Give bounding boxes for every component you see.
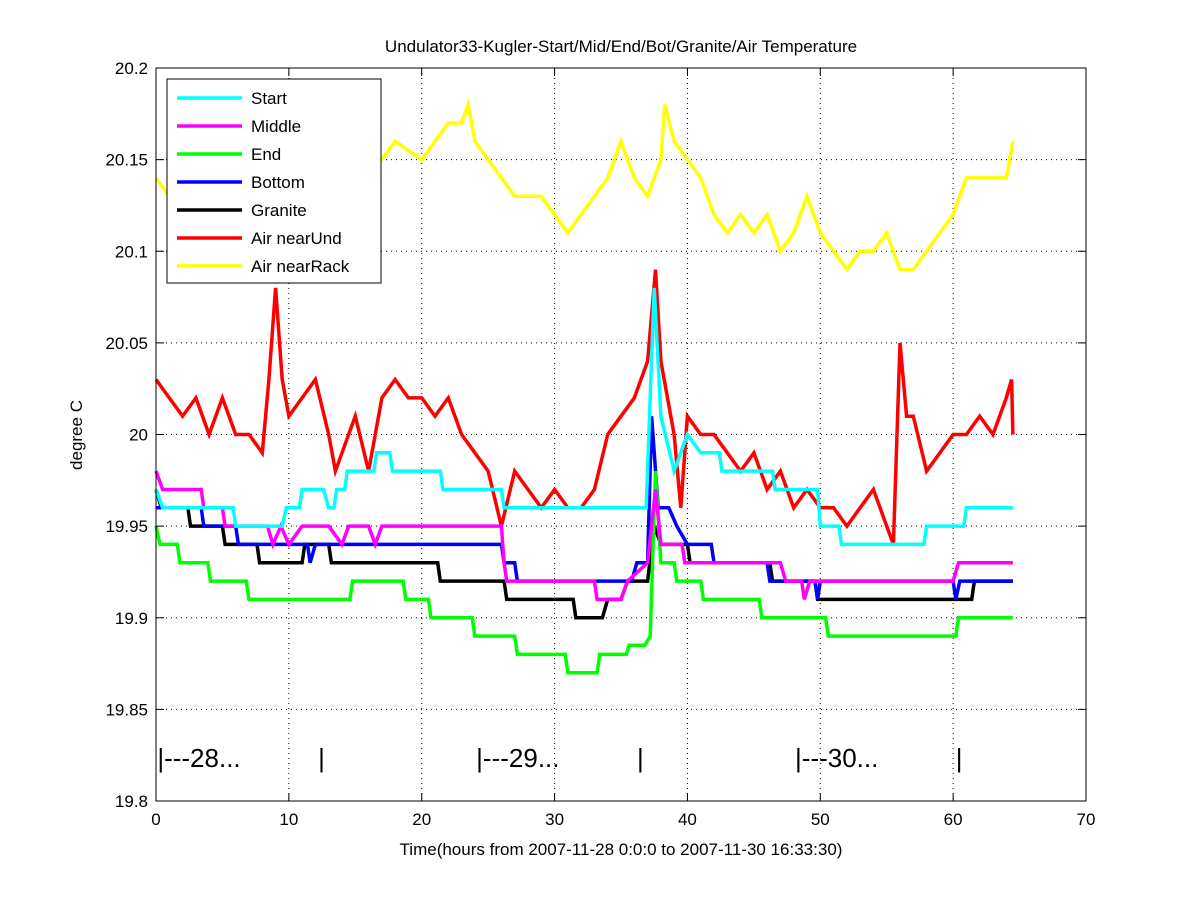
day-marker: |---30... [795, 743, 878, 773]
series-line-air-nearund [154, 269, 1015, 546]
x-tick-label: 20 [412, 810, 431, 829]
series-line-start [154, 287, 1013, 547]
y-tick-label: 19.8 [115, 792, 148, 811]
x-axis-label: Time(hours from 2007-11-28 0:0:0 to 2007… [400, 840, 843, 859]
x-tick-label: 50 [811, 810, 830, 829]
legend-label: Middle [251, 117, 301, 136]
y-tick-label: 20.15 [105, 151, 148, 170]
y-tick-label: 20 [129, 426, 148, 445]
day-marker: |---29... [476, 743, 559, 773]
y-tick-label: 19.85 [105, 700, 148, 719]
axis-ticks: 0 10 20 30 40 50 60 70 19.8 19.85 19.9 19.95 20 20.05… [105, 59, 1095, 829]
x-tick-label: 40 [678, 810, 697, 829]
x-tick-label: 70 [1077, 810, 1096, 829]
legend-label: Start [251, 89, 287, 108]
day-marker: | [956, 743, 963, 773]
day-marker: | [637, 743, 644, 773]
y-tick-label: 20.05 [105, 334, 148, 353]
legend-label: Granite [251, 201, 307, 220]
legend-label: Bottom [251, 173, 305, 192]
series-line-end [154, 470, 1013, 675]
legend-label: Air nearUnd [251, 229, 342, 248]
x-tick-label: 10 [279, 810, 298, 829]
legend: Start Middle End Bottom Granite Air nearUnd Ai… [166, 78, 382, 284]
x-tick-label: 0 [151, 810, 160, 829]
day-marker: | [318, 743, 325, 773]
series-line-bottom [156, 416, 1013, 600]
day-marker: |---28... [157, 743, 240, 773]
y-tick-label: 19.95 [105, 517, 148, 536]
y-tick-label: 20.2 [115, 59, 148, 78]
legend-label: Air nearRack [251, 257, 350, 276]
x-tick-label: 60 [944, 810, 963, 829]
y-tick-label: 20.1 [115, 242, 148, 261]
legend-label: End [251, 145, 281, 164]
chart-title: Undulator33-Kugler-Start/Mid/End/Bot/Gra… [385, 37, 857, 56]
x-tick-label: 30 [545, 810, 564, 829]
series-lines [154, 97, 1015, 675]
y-tick-label: 19.9 [115, 609, 148, 628]
day-markers: |---28... | |---29... | |---30... | [157, 743, 962, 773]
y-axis-label: degree C [67, 400, 86, 470]
